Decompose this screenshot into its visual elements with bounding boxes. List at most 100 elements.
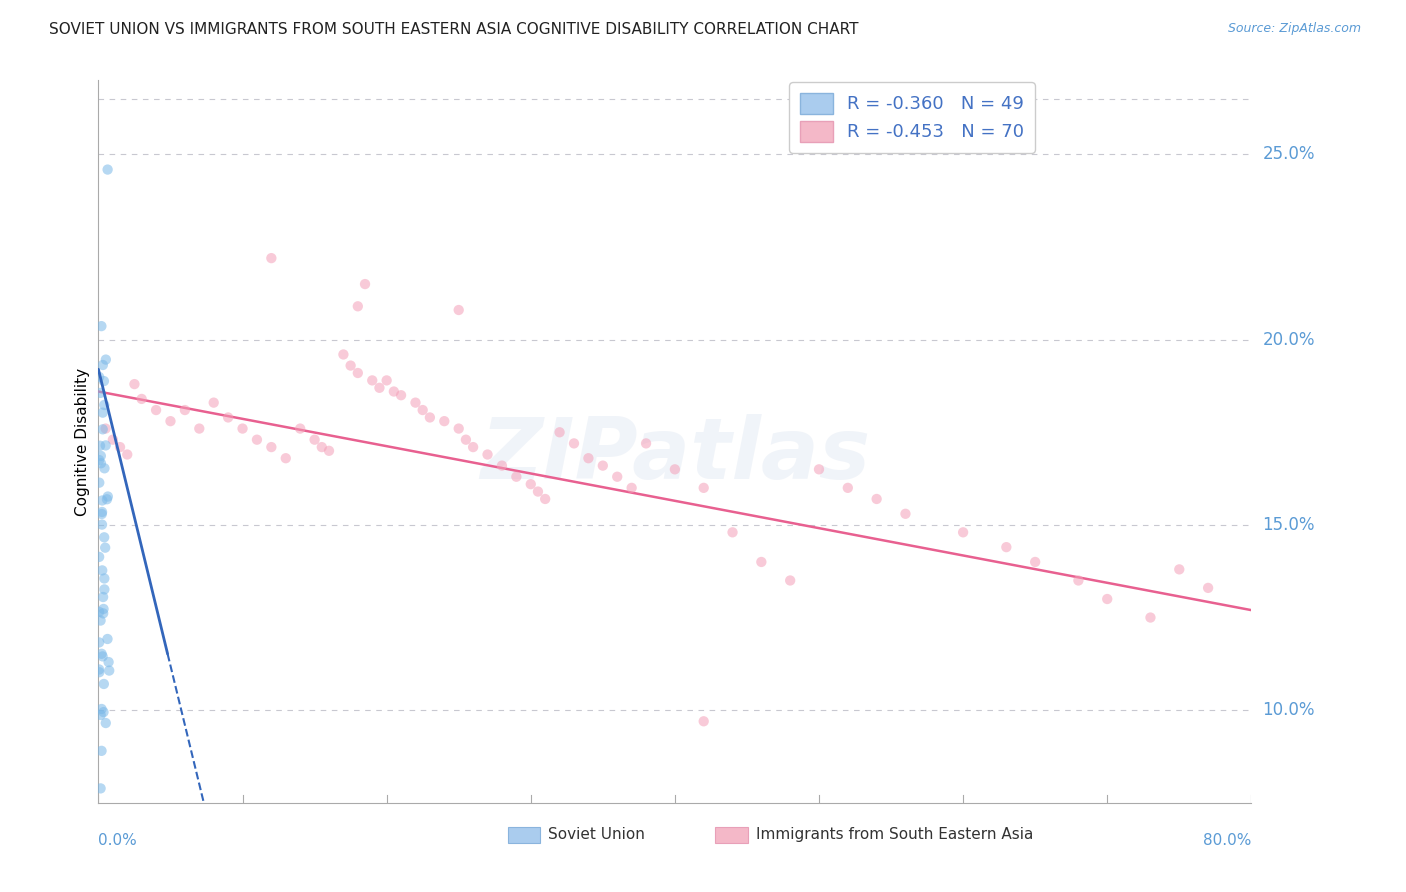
Point xyxy=(231,421,254,435)
Point xyxy=(1139,610,1161,624)
Point xyxy=(93,374,115,388)
Point xyxy=(620,481,643,495)
Point xyxy=(93,572,115,586)
Point xyxy=(90,647,112,661)
Text: SOVIET UNION VS IMMIGRANTS FROM SOUTH EASTERN ASIA COGNITIVE DISABILITY CORRELAT: SOVIET UNION VS IMMIGRANTS FROM SOUTH EA… xyxy=(49,22,859,37)
Point xyxy=(90,702,112,716)
Point xyxy=(94,541,117,555)
Text: 15.0%: 15.0% xyxy=(1263,516,1315,534)
Point xyxy=(91,422,114,436)
Point xyxy=(93,461,115,475)
Point xyxy=(93,530,115,544)
Point xyxy=(405,395,427,409)
Point xyxy=(91,358,114,372)
Point xyxy=(693,714,716,729)
Point xyxy=(89,370,111,384)
Text: Immigrants from South Eastern Asia: Immigrants from South Eastern Asia xyxy=(755,827,1033,842)
Point xyxy=(808,462,831,476)
Point xyxy=(304,433,326,447)
Point xyxy=(101,433,124,447)
Point xyxy=(318,443,340,458)
Point xyxy=(290,421,312,435)
Text: ZIPatlas: ZIPatlas xyxy=(479,415,870,498)
Point xyxy=(97,655,120,669)
Point xyxy=(339,359,361,373)
Point xyxy=(461,440,484,454)
Point xyxy=(592,458,614,473)
Point xyxy=(477,448,499,462)
Point xyxy=(375,373,398,387)
Point xyxy=(96,492,118,507)
Point xyxy=(174,403,197,417)
Point xyxy=(93,677,115,691)
Point xyxy=(94,352,117,367)
Point xyxy=(837,481,859,495)
Point xyxy=(346,299,368,313)
Point xyxy=(89,439,111,453)
Point xyxy=(93,398,115,412)
Point xyxy=(1097,592,1119,607)
Text: 25.0%: 25.0% xyxy=(1263,145,1315,163)
Point xyxy=(664,462,686,476)
Point xyxy=(124,377,146,392)
Point xyxy=(866,491,889,506)
Point xyxy=(91,607,114,621)
Point xyxy=(91,493,114,508)
Point xyxy=(751,555,773,569)
Point xyxy=(260,251,283,265)
Point xyxy=(89,549,111,564)
Point xyxy=(332,347,354,361)
Point xyxy=(89,453,111,467)
Point xyxy=(1197,581,1219,595)
Point xyxy=(246,433,269,447)
Text: 0.0%: 0.0% xyxy=(98,833,138,848)
Point xyxy=(527,484,550,499)
Point xyxy=(91,406,114,420)
Point xyxy=(606,469,628,483)
Text: Soviet Union: Soviet Union xyxy=(548,827,645,842)
Point xyxy=(505,469,527,483)
Point xyxy=(894,507,917,521)
Point xyxy=(90,456,112,470)
Point xyxy=(1067,574,1090,588)
Point xyxy=(91,505,114,519)
Point xyxy=(419,410,441,425)
Point xyxy=(368,381,391,395)
Point xyxy=(217,410,239,425)
Point xyxy=(93,582,115,597)
Point xyxy=(1024,555,1046,569)
Point xyxy=(91,563,114,577)
Point xyxy=(389,388,412,402)
Point xyxy=(90,781,112,796)
Point xyxy=(433,414,456,428)
Point xyxy=(90,507,112,521)
Point xyxy=(89,665,111,680)
Bar xyxy=(716,827,748,843)
Point xyxy=(90,449,112,463)
Point xyxy=(354,277,377,291)
Point xyxy=(93,602,115,616)
Point xyxy=(346,366,368,380)
Point xyxy=(89,475,111,490)
Point xyxy=(91,649,114,664)
Point xyxy=(562,436,585,450)
Point xyxy=(361,373,384,387)
Point xyxy=(89,663,111,677)
Text: Source: ZipAtlas.com: Source: ZipAtlas.com xyxy=(1227,22,1361,36)
Point xyxy=(90,744,112,758)
Point xyxy=(548,425,571,440)
Point xyxy=(636,436,658,450)
Text: 10.0%: 10.0% xyxy=(1263,701,1315,719)
Point xyxy=(89,635,111,649)
Point xyxy=(779,574,801,588)
Point xyxy=(534,491,557,506)
Point xyxy=(89,605,111,619)
Point xyxy=(447,303,470,318)
Point xyxy=(145,403,167,417)
Point xyxy=(578,451,600,466)
Point xyxy=(159,414,181,428)
Point xyxy=(131,392,153,406)
Point xyxy=(995,540,1018,554)
Point xyxy=(693,481,716,495)
Text: 80.0%: 80.0% xyxy=(1204,833,1251,848)
